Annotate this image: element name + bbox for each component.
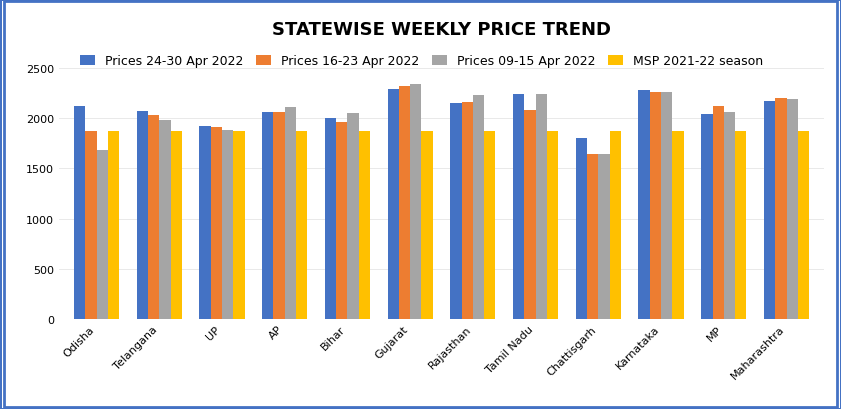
Bar [296, 132, 307, 319]
Bar [462, 103, 473, 319]
Bar [724, 113, 735, 319]
Bar [97, 151, 108, 319]
Bar [576, 139, 587, 319]
Bar [547, 132, 558, 319]
Bar [701, 115, 712, 319]
Bar [108, 132, 119, 319]
Bar [359, 132, 370, 319]
Bar [410, 85, 421, 319]
Bar [450, 104, 462, 319]
Bar [222, 131, 233, 319]
Bar [524, 111, 536, 319]
Bar [473, 96, 484, 319]
Bar [325, 119, 336, 319]
Legend: Prices 24-30 Apr 2022, Prices 16-23 Apr 2022, Prices 09-15 Apr 2022, MSP 2021-22: Prices 24-30 Apr 2022, Prices 16-23 Apr … [81, 55, 763, 68]
Bar [661, 93, 672, 319]
Bar [421, 132, 433, 319]
Bar [610, 132, 621, 319]
Bar [798, 132, 809, 319]
Bar [484, 132, 495, 319]
Bar [587, 155, 598, 319]
Bar [136, 112, 148, 319]
Bar [775, 99, 786, 319]
Bar [536, 95, 547, 319]
Bar [650, 93, 661, 319]
Bar [399, 87, 410, 319]
Bar [513, 95, 524, 319]
Bar [285, 108, 296, 319]
Bar [262, 113, 273, 319]
Bar [347, 114, 359, 319]
Bar [273, 113, 285, 319]
Bar [786, 100, 798, 319]
Bar [336, 123, 347, 319]
Bar [199, 127, 211, 319]
Bar [712, 107, 724, 319]
Bar [638, 91, 650, 319]
Bar [735, 132, 747, 319]
Bar [764, 102, 775, 319]
Bar [148, 116, 159, 319]
Bar [233, 132, 245, 319]
Bar [211, 128, 222, 319]
Bar [171, 132, 182, 319]
Title: STATEWISE WEEKLY PRICE TREND: STATEWISE WEEKLY PRICE TREND [272, 21, 611, 39]
Bar [672, 132, 684, 319]
Bar [159, 121, 171, 319]
Bar [85, 132, 97, 319]
Bar [74, 107, 85, 319]
Bar [388, 90, 399, 319]
Bar [598, 155, 610, 319]
